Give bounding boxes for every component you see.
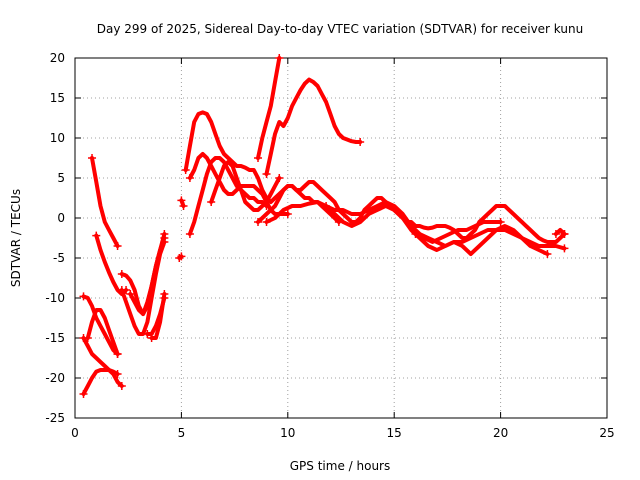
series-line-s5: [81, 368, 120, 396]
data-point-s24: [560, 230, 569, 238]
data-point-s14: [185, 174, 194, 182]
data-point-s1: [113, 242, 122, 250]
data-point-s11: [147, 334, 156, 342]
data-point-s9: [160, 230, 169, 238]
series-line-s15: [187, 156, 269, 236]
data-point-s20: [254, 218, 263, 226]
data-point-s8: [117, 286, 126, 294]
plot-frame: [74, 57, 608, 419]
x-axis-label: GPS time / hours: [290, 459, 391, 473]
data-point-s11: [160, 290, 169, 298]
data-point-s23: [411, 230, 420, 238]
data-point-s15: [185, 230, 194, 238]
y-tick-label: -15: [45, 331, 65, 345]
data-point-s16: [207, 198, 216, 206]
series-line-s4: [81, 336, 124, 388]
data-point-s19: [262, 170, 271, 178]
data-point-s23: [496, 218, 505, 226]
y-tick-label: 5: [57, 171, 65, 185]
data-point-s19: [356, 138, 365, 146]
data-point-s1: [88, 154, 97, 162]
series-line-s24: [553, 228, 567, 236]
series-line-s23: [413, 220, 503, 244]
data-point-s22: [543, 250, 552, 258]
grid: [75, 58, 607, 418]
ticks: 0 5 10 15 20 25 -25 -20 -15 -10 -5 0 5 10 15 20: [45, 51, 614, 440]
series-group: [79, 54, 569, 398]
data-point-s12: [177, 252, 186, 261]
series-line-s9: [128, 232, 167, 316]
series-line-s19: [264, 77, 363, 176]
chart-title: Day 299 of 2025, Sidereal Day-to-day VTE…: [97, 22, 583, 36]
x-tick-label: 10: [280, 426, 295, 440]
data-point-s13: [177, 196, 186, 205]
data-point-s18: [254, 154, 263, 162]
x-tick-label: 20: [493, 426, 508, 440]
data-point-s2: [92, 231, 101, 240]
x-tick-label: 0: [71, 426, 79, 440]
series-line-s2: [94, 233, 129, 296]
data-point-s5: [79, 390, 88, 398]
data-point-s14: [283, 210, 292, 218]
data-point-s3: [79, 292, 88, 301]
data-point-s7: [117, 270, 126, 278]
data-point-s10: [143, 330, 152, 338]
x-tick-label: 5: [178, 426, 186, 440]
y-tick-label: 20: [50, 51, 65, 65]
data-point-s18: [275, 54, 284, 62]
data-point-s24: [551, 230, 560, 238]
x-tick-label: 15: [387, 426, 402, 440]
y-tick-label: 15: [50, 91, 65, 105]
data-point-s17: [181, 166, 190, 174]
y-tick-label: -5: [53, 251, 65, 265]
data-point-s5: [113, 370, 122, 378]
series-line-s6: [85, 308, 120, 356]
series-line-s18: [256, 56, 282, 160]
y-tick-label: -25: [45, 411, 65, 425]
series-line-s3: [81, 294, 120, 356]
data-point-s4: [117, 382, 126, 390]
y-tick-label: -20: [45, 371, 65, 385]
data-point-s6: [113, 350, 122, 358]
y-tick-label: 0: [57, 211, 65, 225]
data-point-s6: [83, 334, 92, 342]
x-tick-label: 25: [599, 426, 614, 440]
data-point-s13: [179, 202, 188, 210]
y-tick-label: -10: [45, 291, 65, 305]
data-point-s22: [322, 202, 331, 210]
series-line-s1: [90, 156, 120, 248]
series-line-s20: [256, 180, 567, 244]
data-point-s16: [275, 174, 284, 182]
data-point-s21: [560, 244, 569, 253]
data-point-s9: [126, 290, 135, 298]
y-tick-label: 10: [50, 131, 65, 145]
data-point-s21: [262, 218, 271, 226]
y-axis-label: SDTVAR / TECUs: [9, 189, 23, 287]
series-line-s22: [324, 204, 550, 256]
